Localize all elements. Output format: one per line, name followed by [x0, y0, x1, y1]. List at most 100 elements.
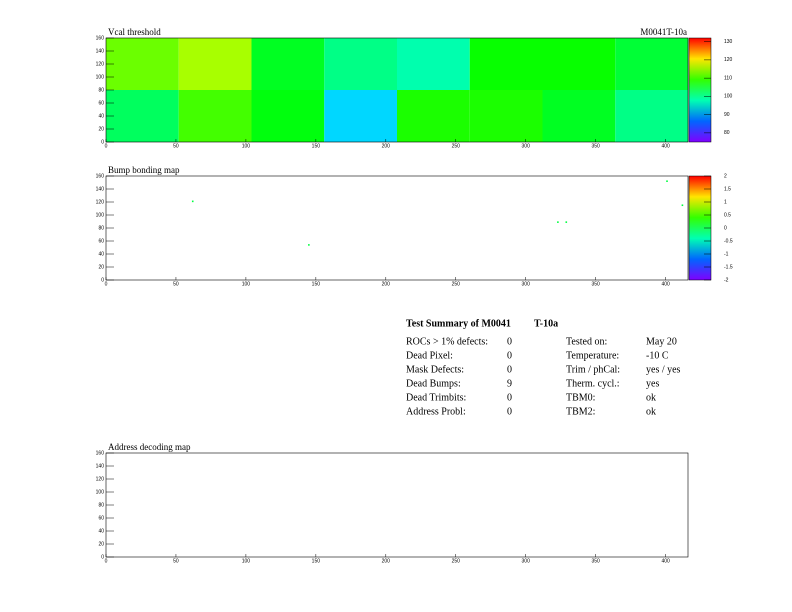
- y-tick-label: 20: [98, 541, 104, 547]
- z-tick-label: -2: [724, 277, 729, 283]
- heat-cell: [324, 38, 397, 90]
- z-tick-label: 100: [724, 94, 733, 100]
- x-tick-label: 400: [661, 281, 670, 287]
- summary-label: TBM0:: [566, 392, 595, 403]
- summary-label: Dead Pixel:: [406, 350, 453, 361]
- point: [308, 244, 310, 246]
- summary-label: TBM2:: [566, 406, 595, 417]
- summary-title: Test Summary of M0041: [406, 318, 511, 329]
- y-tick-label: 60: [98, 238, 104, 244]
- summary-value: May 20: [646, 336, 677, 347]
- y-tick-label: 140: [96, 186, 105, 192]
- x-tick-label: 100: [242, 281, 251, 287]
- summary-value: 9: [507, 378, 512, 389]
- y-tick-label: 140: [96, 463, 105, 469]
- x-tick-label: 400: [661, 143, 670, 149]
- y-tick-label: 140: [96, 48, 105, 54]
- heat-cell: [397, 38, 470, 90]
- frame: [105, 175, 689, 281]
- y-tick-label: 20: [98, 264, 104, 270]
- x-tick-label: 150: [312, 558, 321, 564]
- heat-cell: [469, 38, 543, 90]
- x-tick-label: 350: [591, 281, 600, 287]
- y-tick-label: 40: [98, 528, 104, 534]
- x-tick-label: 250: [452, 143, 461, 149]
- x-tick-label: 50: [173, 281, 179, 287]
- z-tick-label: 90: [724, 112, 730, 118]
- chart-title: Address decoding map: [108, 442, 191, 452]
- summary-value: -10 C: [646, 350, 669, 361]
- summary-label: Mask Defects:: [406, 364, 464, 375]
- y-tick-label: 160: [96, 173, 105, 179]
- summary-value: yes: [646, 378, 659, 389]
- chart-title: Vcal threshold: [108, 27, 161, 37]
- y-tick-label: 100: [96, 212, 105, 218]
- heat-cell: [106, 38, 179, 90]
- z-tick-label: 130: [724, 39, 733, 45]
- heat-cell: [178, 90, 252, 142]
- y-tick-label: 160: [96, 35, 105, 41]
- summary-label: Temperature:: [566, 350, 619, 361]
- y-tick-label: 80: [98, 502, 104, 508]
- y-tick-label: 100: [96, 74, 105, 80]
- z-tick-label: 0: [724, 225, 727, 231]
- summary-value: 0: [507, 350, 512, 361]
- x-tick-label: 350: [591, 558, 600, 564]
- summary-label: ROCs > 1% defects:: [406, 336, 488, 347]
- summary-value: 0: [507, 406, 512, 417]
- point: [565, 221, 568, 223]
- x-tick-label: 50: [173, 143, 179, 149]
- x-tick-label: 0: [105, 143, 108, 149]
- y-tick-label: 60: [98, 100, 104, 106]
- y-tick-label: 80: [98, 225, 104, 231]
- z-tick-label: 0.5: [724, 212, 731, 218]
- x-tick-label: 300: [522, 143, 531, 149]
- summary-label: Trim / phCal:: [566, 364, 620, 375]
- chart-title: Bump bonding map: [108, 165, 180, 175]
- x-tick-label: 150: [312, 281, 321, 287]
- x-tick-label: 200: [382, 558, 391, 564]
- x-tick-label: 400: [661, 558, 670, 564]
- chart-label: M0041T-10a: [640, 27, 687, 37]
- point: [191, 200, 194, 203]
- x-tick-label: 250: [452, 558, 461, 564]
- y-tick-label: 120: [96, 476, 105, 482]
- x-tick-label: 100: [242, 143, 251, 149]
- frame: [105, 452, 689, 558]
- summary-value: ok: [646, 406, 656, 417]
- heat-cell: [469, 90, 543, 142]
- summary-label: Address Probl:: [406, 406, 466, 417]
- summary-value: 0: [507, 392, 512, 403]
- point: [681, 204, 684, 207]
- summary-value: yes / yes: [646, 364, 681, 375]
- y-tick-label: 40: [98, 251, 104, 257]
- heat-cell: [251, 90, 325, 142]
- y-tick-label: 40: [98, 113, 104, 119]
- heat-cell: [542, 38, 616, 90]
- z-tick-label: 120: [724, 57, 733, 63]
- y-tick-label: 160: [96, 450, 105, 456]
- x-tick-label: 0: [105, 558, 108, 564]
- z-tick-label: 80: [724, 130, 730, 136]
- y-tick-label: 100: [96, 489, 105, 495]
- x-tick-label: 150: [312, 143, 321, 149]
- x-tick-label: 0: [105, 281, 108, 287]
- y-tick-label: 120: [96, 61, 105, 67]
- summary-label: Therm. cycl.:: [566, 378, 620, 389]
- heat-cell: [251, 38, 325, 90]
- x-tick-label: 50: [173, 558, 179, 564]
- summary-label: Dead Trimbits:: [406, 392, 466, 403]
- x-tick-label: 350: [591, 143, 600, 149]
- y-tick-label: 60: [98, 515, 104, 521]
- y-tick-label: 120: [96, 199, 105, 205]
- heat-cell: [324, 90, 397, 142]
- summary-subtitle: T-10a: [534, 318, 558, 329]
- heat-cell: [615, 90, 688, 142]
- heat-cell: [178, 38, 252, 90]
- z-tick-label: -1.5: [724, 264, 733, 270]
- z-tick-label: -1: [724, 251, 729, 257]
- x-tick-label: 200: [382, 281, 391, 287]
- heat-cell: [106, 90, 179, 142]
- summary-value: 0: [507, 364, 512, 375]
